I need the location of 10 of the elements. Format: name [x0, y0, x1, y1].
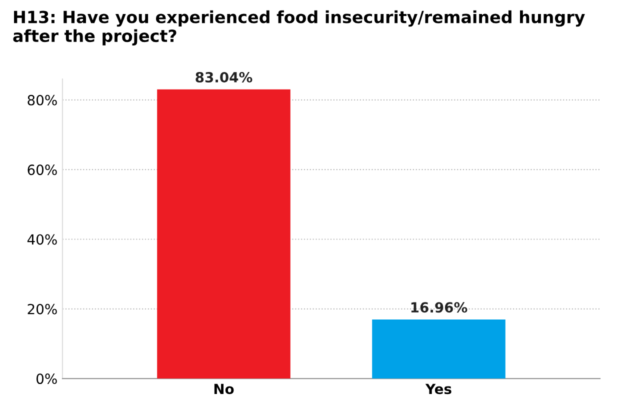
y-tick-label: 40% — [27, 234, 57, 245]
x-tick-label: Yes — [425, 384, 452, 394]
x-tick-label: No — [214, 384, 234, 394]
y-tick-label: 80% — [28, 94, 57, 106]
y-tick-label: 0% — [36, 374, 57, 384]
chart-title: H13: Have you experienced food insecurity/remained hungry after the project? — [13, 10, 585, 46]
data-label: 83.04% — [196, 72, 252, 82]
y-tick-label: 60% — [28, 164, 57, 176]
data-label: 16.96% — [411, 302, 468, 313]
y-tick-label: 20% — [28, 304, 57, 314]
